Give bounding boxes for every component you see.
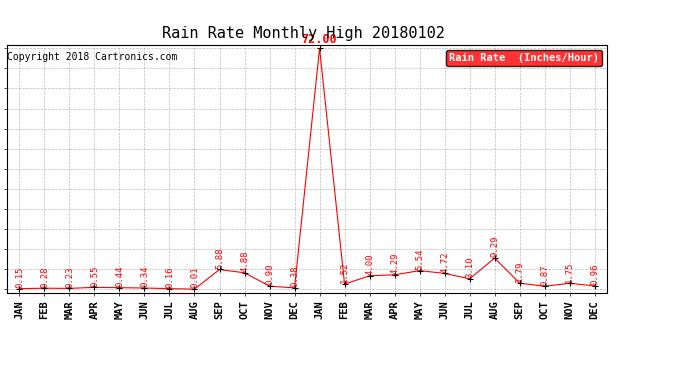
Text: Copyright 2018 Cartronics.com: Copyright 2018 Cartronics.com bbox=[7, 53, 177, 63]
Text: 0.55: 0.55 bbox=[90, 265, 99, 286]
Text: 9.29: 9.29 bbox=[490, 236, 499, 257]
Text: 0.34: 0.34 bbox=[140, 266, 149, 287]
Text: 0.28: 0.28 bbox=[40, 266, 49, 288]
Text: 0.96: 0.96 bbox=[590, 264, 599, 285]
Legend: Rain Rate  (Inches/Hour): Rain Rate (Inches/Hour) bbox=[446, 50, 602, 66]
Text: 72.00: 72.00 bbox=[302, 33, 337, 46]
Text: 0.23: 0.23 bbox=[65, 266, 74, 288]
Text: 1.75: 1.75 bbox=[565, 261, 574, 283]
Text: 0.38: 0.38 bbox=[290, 266, 299, 287]
Text: 0.90: 0.90 bbox=[265, 264, 274, 285]
Text: 0.01: 0.01 bbox=[190, 267, 199, 288]
Text: Rain Rate Monthly High 20180102: Rain Rate Monthly High 20180102 bbox=[162, 26, 445, 41]
Text: 4.00: 4.00 bbox=[365, 254, 374, 275]
Text: 0.87: 0.87 bbox=[540, 264, 549, 286]
Text: 4.29: 4.29 bbox=[390, 253, 399, 274]
Text: 3.10: 3.10 bbox=[465, 256, 474, 278]
Text: 4.88: 4.88 bbox=[240, 251, 249, 272]
Text: 1.52: 1.52 bbox=[340, 262, 349, 284]
Text: 0.16: 0.16 bbox=[165, 267, 174, 288]
Text: 4.72: 4.72 bbox=[440, 251, 449, 273]
Text: 1.79: 1.79 bbox=[515, 261, 524, 282]
Text: 0.44: 0.44 bbox=[115, 266, 124, 287]
Text: 5.88: 5.88 bbox=[215, 248, 224, 269]
Text: 0.15: 0.15 bbox=[15, 267, 24, 288]
Text: 5.54: 5.54 bbox=[415, 249, 424, 270]
